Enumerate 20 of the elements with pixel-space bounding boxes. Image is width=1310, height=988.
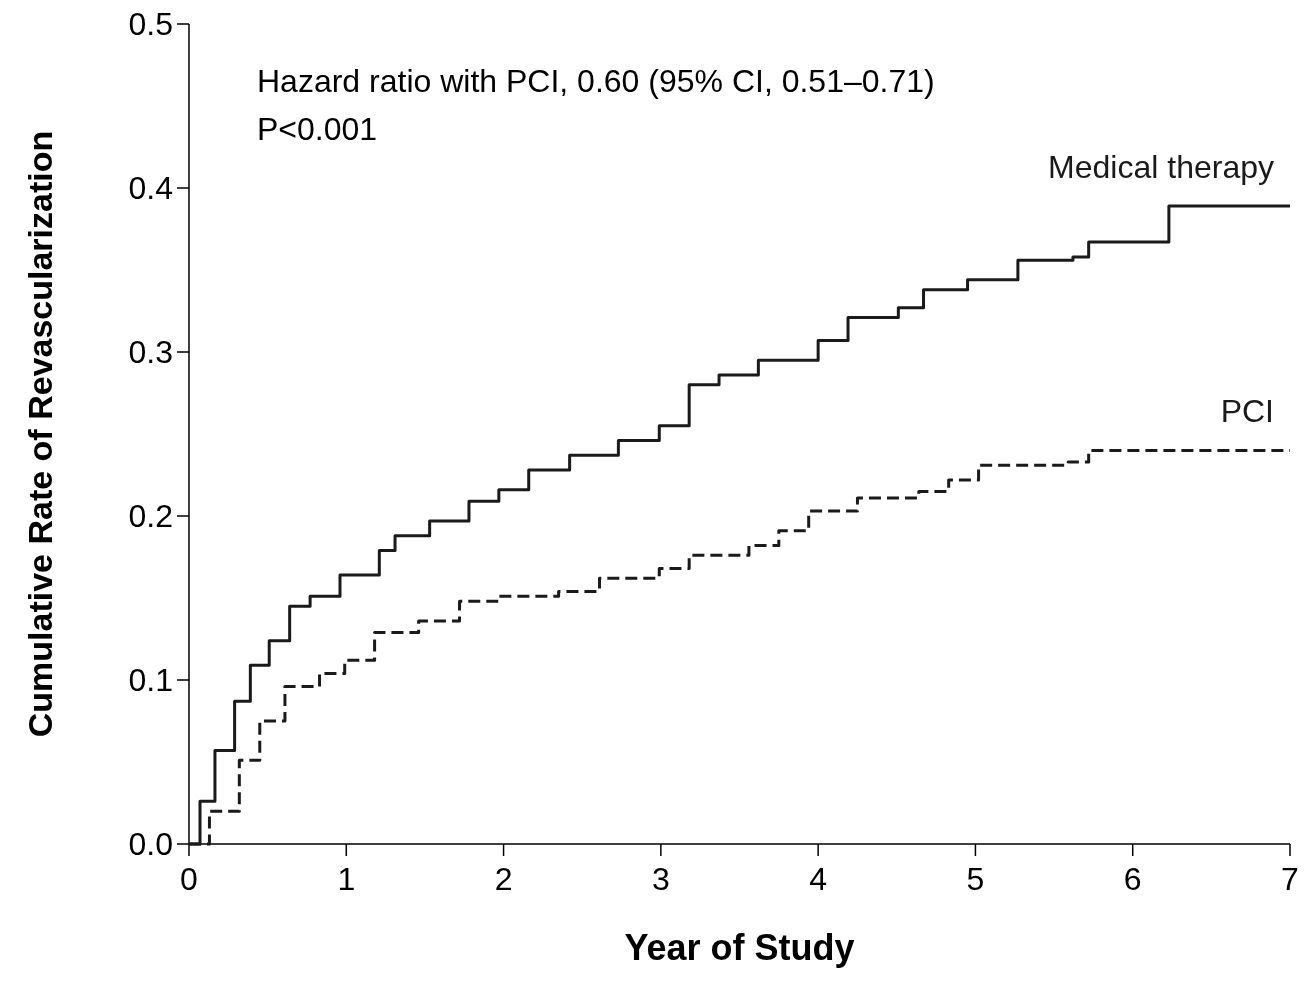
x-tick-label: 1	[337, 861, 356, 897]
x-tick-label: 0	[180, 861, 198, 897]
x-tick-label: 7	[1281, 861, 1299, 897]
annotation: P<0.001	[257, 111, 378, 147]
x-tick-label: 3	[651, 861, 670, 897]
x-tick-label: 5	[966, 861, 985, 897]
x-tick-label: 4	[809, 861, 828, 897]
x-tick-label: 6	[1123, 861, 1142, 897]
series-label: PCI	[1220, 393, 1274, 430]
y-tick-label: 0.2	[128, 498, 173, 535]
y-tick-label: 0.4	[128, 170, 173, 207]
y-tick-label: 0.0	[128, 826, 173, 863]
annotation: Hazard ratio with PCI, 0.60 (95% CI, 0.51–0.71)	[257, 63, 935, 99]
x-axis-title: Year of Study	[624, 927, 855, 968]
y-tick-label: 0.5	[128, 6, 173, 43]
y-axis-title: Cumulative Rate of Revascularization	[21, 130, 59, 738]
y-tick-label: 0.3	[128, 334, 173, 371]
y-tick-label: 0.1	[128, 662, 173, 699]
x-tick-label: 2	[494, 861, 513, 897]
series-label: Medical therapy	[1048, 149, 1274, 186]
